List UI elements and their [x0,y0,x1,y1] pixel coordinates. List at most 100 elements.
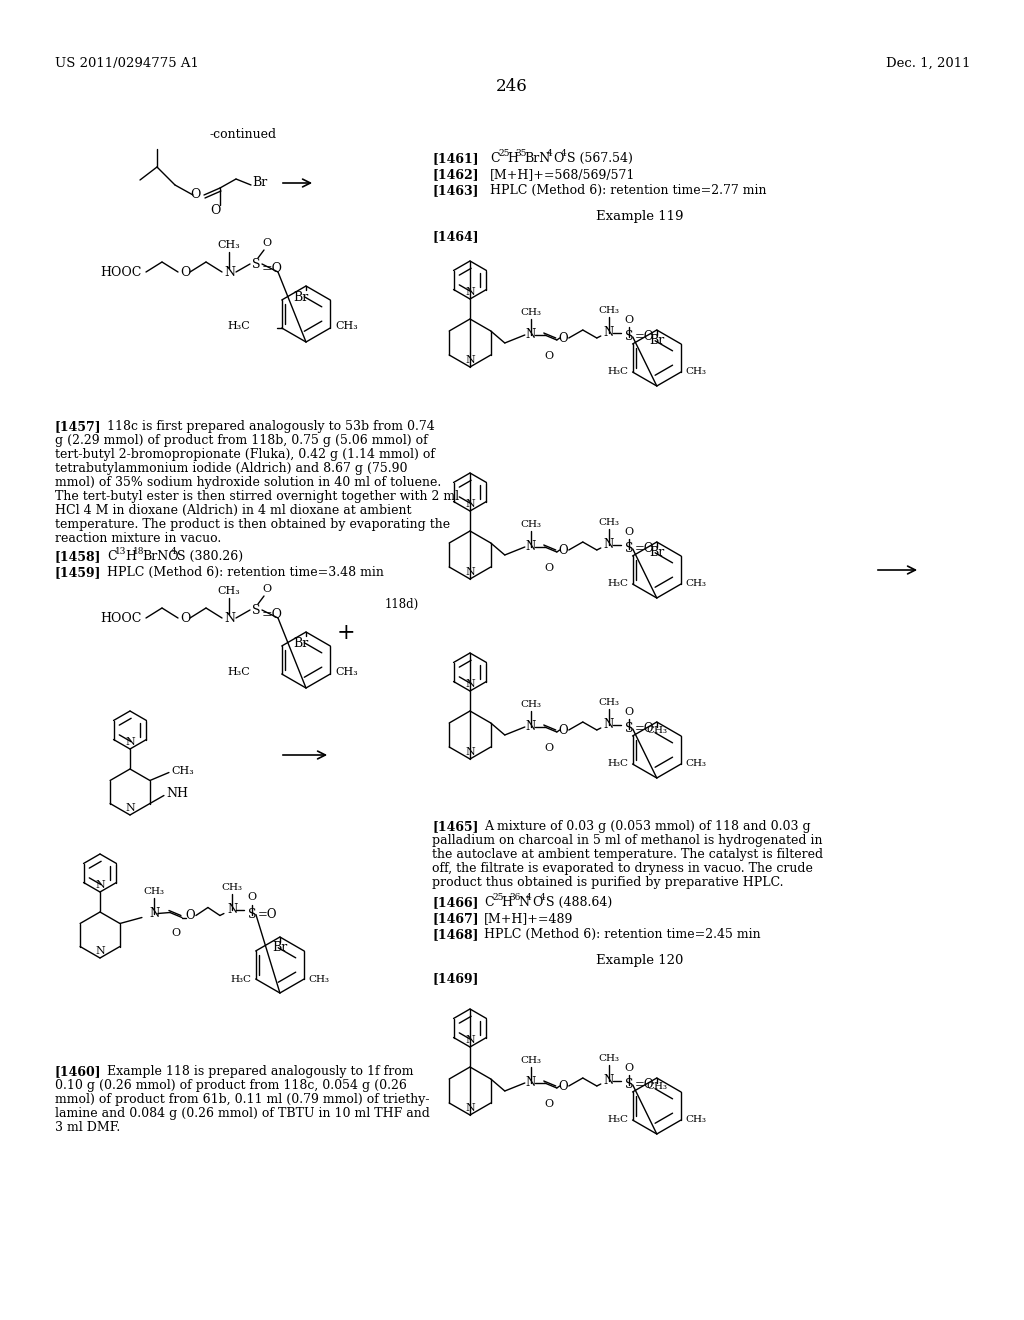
Text: S (488.64): S (488.64) [546,896,612,909]
Text: 25: 25 [498,149,510,158]
Text: HOOC: HOOC [100,611,141,624]
Text: A mixture of 0.03 g (0.053 mmol) of 118 and 0.03 g: A mixture of 0.03 g (0.053 mmol) of 118 … [484,820,811,833]
Text: 4: 4 [561,149,566,158]
Text: CH₃: CH₃ [685,579,706,589]
Text: 118d): 118d) [385,598,419,611]
Text: [1462]: [1462] [432,168,478,181]
Text: N: N [525,329,536,342]
Text: 35: 35 [515,149,526,158]
Text: CH₃: CH₃ [143,887,165,895]
Text: Br: Br [293,290,308,304]
Text: Example 120: Example 120 [596,954,684,968]
Text: BrN: BrN [524,152,550,165]
Text: N: N [465,499,475,510]
Text: N: N [525,1077,536,1089]
Text: =O: =O [635,330,654,343]
Text: 4: 4 [171,546,177,556]
Text: Example 119: Example 119 [596,210,684,223]
Text: N: N [227,903,238,916]
Text: 4: 4 [540,894,546,902]
Text: O: O [180,265,190,279]
Text: Br: Br [649,334,665,347]
Text: O: O [544,564,553,573]
Text: CH₃: CH₃ [598,698,620,708]
Text: 25: 25 [492,894,504,902]
Text: CH₃: CH₃ [598,306,620,315]
Text: 0.10 g (0.26 mmol) of product from 118c, 0.054 g (0.26: 0.10 g (0.26 mmol) of product from 118c,… [55,1078,407,1092]
Text: S: S [625,330,633,343]
Text: O: O [558,331,567,345]
Text: O: O [171,928,180,939]
Text: CH₃: CH₃ [335,667,358,677]
Text: NH: NH [166,787,188,800]
Text: [1465]: [1465] [432,820,478,833]
Text: 3 ml DMF.: 3 ml DMF. [55,1121,120,1134]
Text: S: S [625,1078,633,1092]
Text: CH₃: CH₃ [171,766,194,776]
Text: Dec. 1, 2011: Dec. 1, 2011 [886,57,970,70]
Text: CH₃: CH₃ [520,308,542,317]
Text: CH₃: CH₃ [646,726,668,735]
Text: Br: Br [649,546,665,558]
Text: H₃C: H₃C [607,759,629,768]
Text: N: N [604,1074,614,1088]
Text: S (567.54): S (567.54) [567,152,633,165]
Text: CH₃: CH₃ [520,700,542,709]
Text: product thus obtained is purified by preparative HPLC.: product thus obtained is purified by pre… [432,876,783,888]
Text: H₃C: H₃C [227,667,250,677]
Text: 18: 18 [133,546,144,556]
Text: +: + [337,622,355,644]
Text: O: O [558,723,567,737]
Text: O: O [544,743,553,752]
Text: [1459]: [1459] [55,566,101,579]
Text: O: O [625,1063,634,1073]
Text: =O: =O [635,1078,654,1092]
Text: N: N [125,803,135,813]
Text: S (380.26): S (380.26) [177,550,243,564]
Text: CH₃: CH₃ [221,883,243,891]
Text: N: N [518,896,529,909]
Text: C: C [484,896,494,909]
Text: =O: =O [258,908,278,921]
Text: N: N [148,907,159,920]
Text: g (2.29 mmol) of product from 118b, 0.75 g (5.06 mmol) of: g (2.29 mmol) of product from 118b, 0.75… [55,434,428,447]
Text: [1469]: [1469] [432,972,478,985]
Text: 4: 4 [526,894,531,902]
Text: -continued: -continued [210,128,276,141]
Text: N: N [525,721,536,734]
Text: [1467]: [1467] [432,912,478,925]
Text: off, the filtrate is evaporated to dryness in vacuo. The crude: off, the filtrate is evaporated to dryne… [432,862,813,875]
Text: [1466]: [1466] [432,896,478,909]
Text: N: N [465,568,475,577]
Text: [1464]: [1464] [432,230,478,243]
Text: O: O [544,1100,553,1109]
Text: tetrabutylammonium iodide (Aldrich) and 8.67 g (75.90: tetrabutylammonium iodide (Aldrich) and … [55,462,408,475]
Text: O: O [210,203,220,216]
Text: C: C [106,550,117,564]
Text: CH₃: CH₃ [685,1115,706,1125]
Text: palladium on charcoal in 5 ml of methanol is hydrogenated in: palladium on charcoal in 5 ml of methano… [432,834,822,847]
Text: H₃C: H₃C [607,1115,629,1125]
Text: 246: 246 [496,78,528,95]
Text: [1461]: [1461] [432,152,478,165]
Text: =O: =O [262,263,283,276]
Text: O: O [625,708,634,717]
Text: O: O [262,583,271,594]
Text: reaction mixture in vacuo.: reaction mixture in vacuo. [55,532,221,545]
Text: S: S [625,543,633,556]
Text: N: N [604,539,614,552]
Text: O: O [553,152,563,165]
Text: BrNO: BrNO [142,550,178,564]
Text: H₃C: H₃C [230,974,252,983]
Text: O: O [558,544,567,557]
Text: CH₃: CH₃ [308,974,329,983]
Text: Br: Br [293,638,308,649]
Text: O: O [532,896,543,909]
Text: 13: 13 [115,546,126,556]
Text: [M+H]+=489: [M+H]+=489 [484,912,573,925]
Text: H₃C: H₃C [227,321,250,331]
Text: O: O [625,315,634,325]
Text: N: N [465,286,475,297]
Text: N: N [525,540,536,553]
Text: N: N [465,747,475,756]
